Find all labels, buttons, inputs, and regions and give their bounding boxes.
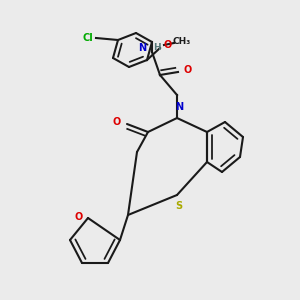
Text: N: N: [175, 102, 183, 112]
Text: O: O: [113, 117, 121, 127]
Text: S: S: [176, 201, 183, 211]
Text: O: O: [75, 212, 83, 222]
Text: H: H: [153, 44, 161, 52]
Text: Cl: Cl: [82, 33, 93, 43]
Text: O: O: [184, 65, 192, 75]
Text: CH₃: CH₃: [173, 38, 191, 46]
Text: N: N: [138, 43, 146, 53]
Text: O: O: [164, 40, 172, 50]
